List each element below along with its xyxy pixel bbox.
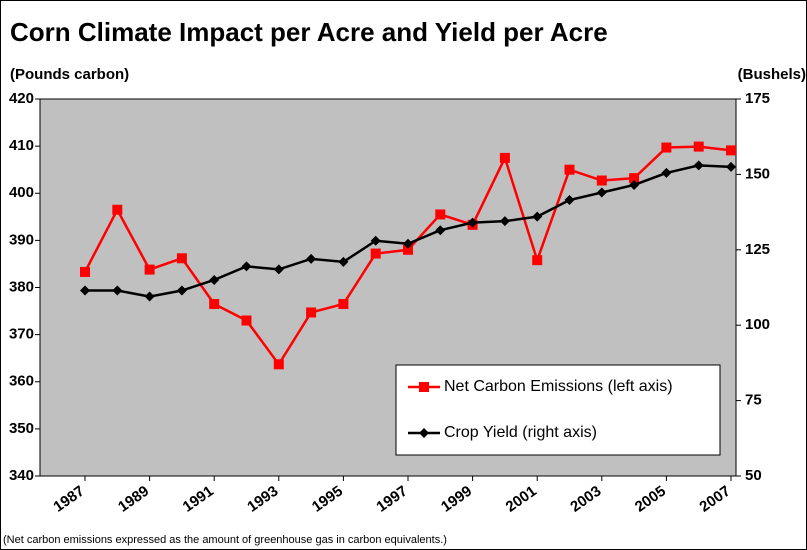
point [306, 307, 317, 318]
y-tick-label: 350 [9, 420, 34, 437]
point [726, 145, 736, 156]
y-tick-label: 420 [9, 90, 34, 107]
footnote: (Net carbon emissions expressed as the a… [3, 534, 447, 546]
y-tick-label: 410 [9, 137, 34, 154]
series [80, 141, 736, 370]
point [273, 359, 284, 370]
point [419, 382, 429, 392]
y2-tick-label: 50 [745, 467, 762, 484]
point [209, 298, 220, 309]
point [403, 238, 413, 249]
y-tick-label: 400 [9, 184, 34, 201]
point [370, 248, 381, 259]
point [419, 428, 429, 438]
point [596, 187, 607, 198]
y2-tick-label: 150 [745, 165, 770, 182]
point [693, 160, 704, 171]
legend: Net Carbon Emissions (left axis) Crop Yie… [395, 364, 721, 456]
point [435, 209, 446, 220]
y2-axis-label: (Bushels) [738, 66, 806, 83]
point [564, 195, 575, 206]
y2-tick-label: 175 [745, 90, 770, 107]
legend-box [395, 364, 721, 456]
y2-tick-label: 125 [745, 241, 770, 258]
y-tick-label: 390 [9, 231, 34, 248]
point [338, 256, 349, 267]
point [176, 285, 187, 296]
point [435, 225, 446, 236]
point [499, 216, 510, 227]
point [467, 217, 478, 228]
y2-tick-label: 75 [745, 392, 762, 409]
point [112, 204, 123, 215]
legend-label: Crop Yield (right axis) [444, 424, 597, 441]
point [629, 179, 640, 190]
point [241, 315, 252, 326]
y2-tick-label: 100 [745, 316, 770, 333]
y-tick-label: 370 [9, 326, 34, 343]
point [144, 264, 155, 275]
point [176, 253, 187, 264]
point [112, 285, 123, 296]
point [499, 152, 510, 163]
legend-label: Net Carbon Emissions (left axis) [444, 378, 673, 395]
chart-title: Corn Climate Impact per Acre and Yield p… [10, 17, 608, 47]
y-tick-label: 380 [9, 278, 34, 295]
point [532, 255, 543, 266]
point [209, 274, 220, 285]
y-tick-label: 340 [9, 467, 34, 484]
point [726, 161, 736, 172]
point [403, 244, 413, 255]
point [532, 211, 543, 222]
point [144, 291, 155, 302]
series [80, 160, 736, 302]
point [80, 285, 90, 296]
point [338, 298, 349, 309]
point [273, 264, 284, 275]
point [564, 164, 575, 175]
point [661, 167, 672, 178]
point [629, 173, 640, 184]
point [370, 235, 381, 246]
point [661, 142, 672, 153]
point [80, 266, 90, 277]
point [596, 175, 607, 186]
point [693, 141, 704, 152]
point [241, 261, 252, 272]
point [306, 253, 317, 264]
y-tick-label: 360 [9, 373, 34, 390]
y-axis-label: (Pounds carbon) [10, 66, 129, 83]
